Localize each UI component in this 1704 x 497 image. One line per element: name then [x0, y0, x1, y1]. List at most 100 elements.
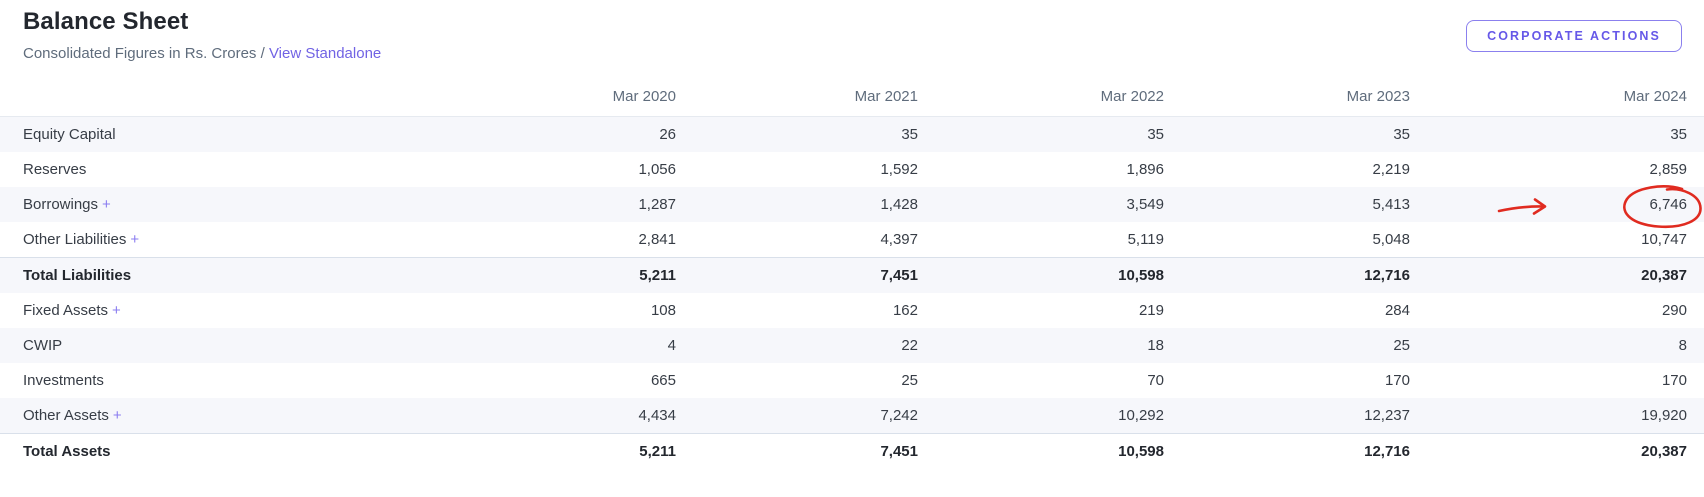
table-row: Reserves 1,056 1,592 1,896 2,219 2,859 — [0, 152, 1704, 187]
value-cell: 10,292 — [1118, 407, 1164, 424]
value-cell: 35 — [1393, 126, 1410, 143]
value-cell: 4 — [667, 337, 676, 354]
value-cell: 8 — [1678, 337, 1687, 354]
table-header: Mar 2020 Mar 2021 Mar 2022 Mar 2023 Mar … — [0, 78, 1704, 117]
value-cell: 10,747 — [1641, 231, 1687, 248]
value-cell: 4,434 — [638, 407, 676, 424]
value-cell: 5,413 — [1372, 196, 1410, 213]
row-label-cell: Other Assets + — [0, 398, 448, 434]
value-cell: 162 — [892, 302, 918, 319]
column-header: Mar 2020 — [448, 78, 693, 117]
value-cell: 170 — [1384, 372, 1410, 389]
value-cell: 290 — [1661, 302, 1687, 319]
value-cell: 1,428 — [880, 196, 918, 213]
value-cell: 2,219 — [1372, 161, 1410, 178]
value-cell: 170 — [1661, 372, 1687, 389]
expand-row-button[interactable]: + — [130, 231, 140, 248]
column-header: Mar 2022 — [935, 78, 1181, 117]
value-cell: 35 — [901, 126, 918, 143]
table-row: Other Liabilities +2,841 4,397 5,119 5,048 10… — [0, 222, 1704, 258]
value-cell: 5,048 — [1372, 231, 1410, 248]
value-cell: 12,237 — [1364, 407, 1410, 424]
value-cell: 5,211 — [448, 433, 693, 469]
value-cell: 5,119 — [1127, 231, 1164, 248]
value-cell: 2,859 — [1649, 161, 1687, 178]
value-cell: 18 — [1147, 337, 1164, 354]
value-cell: 25 — [901, 372, 918, 389]
row-label: Total Liabilities — [23, 267, 132, 284]
row-label-cell: Borrowings + — [0, 187, 448, 222]
table-body: Equity Capital 26 35 35 35 35 Reserves 1,056 1,5… — [0, 116, 1704, 469]
expand-row-button[interactable]: + — [112, 407, 122, 424]
page-title: Balance Sheet — [23, 8, 189, 35]
row-label: Total Assets — [23, 443, 111, 460]
row-label: Other Assets — [23, 407, 109, 424]
row-label: CWIP — [23, 337, 63, 354]
corporate-actions-button[interactable]: CORPORATE ACTIONS — [1466, 20, 1682, 52]
row-label-cell: Reserves — [0, 152, 448, 187]
value-cell: 108 — [650, 302, 676, 319]
page-subtitle: Consolidated Figures in Rs. Crores / Vie… — [23, 44, 1681, 64]
row-label-cell: Total Assets — [0, 433, 448, 469]
value-cell: 2,841 — [638, 231, 676, 248]
table-row: Fixed Assets +108 162 219 284 290 — [0, 293, 1704, 328]
expand-row-button[interactable]: + — [102, 196, 111, 213]
value-cell: 25 — [1393, 337, 1410, 354]
column-header: Mar 2021 — [693, 78, 935, 117]
value-cell: 20,387 — [1427, 433, 1704, 469]
value-cell: 12,716 — [1181, 433, 1427, 469]
empty-header-cell — [0, 78, 448, 117]
value-cell: 7,242 — [880, 407, 918, 424]
value-cell: 35 — [1670, 126, 1687, 143]
balance-sheet-table: Mar 2020 Mar 2021 Mar 2022 Mar 2023 Mar … — [0, 78, 1704, 469]
row-label: Reserves — [23, 161, 87, 178]
table-header-row: Mar 2020 Mar 2021 Mar 2022 Mar 2023 Mar … — [0, 78, 1704, 117]
value-cell: 12,716 — [1181, 257, 1427, 293]
row-label-cell: Fixed Assets + — [0, 293, 448, 328]
expand-row-button[interactable]: + — [112, 302, 121, 319]
row-label: Other Liabilities — [23, 231, 127, 248]
value-cell: 6,746 — [1649, 196, 1687, 213]
row-label: Investments — [23, 372, 104, 389]
table-row: Total Liabilities 5,211 7,451 10,598 12,716 2… — [0, 257, 1704, 293]
value-cell: 1,896 — [1126, 161, 1164, 178]
value-cell: 7,451 — [693, 433, 935, 469]
value-cell: 1,056 — [638, 161, 676, 178]
value-cell: 1,592 — [880, 161, 918, 178]
table-row: Investments 665 25 70 170 170 — [0, 363, 1704, 398]
value-cell: 284 — [1384, 302, 1410, 319]
value-cell: 665 — [650, 372, 676, 389]
page-header: Balance Sheet Consolidated Figures in Rs… — [0, 0, 1704, 64]
table-row: Total Assets 5,211 7,451 10,598 12,716 20,387 — [0, 433, 1704, 469]
value-cell: 20,387 — [1427, 257, 1704, 293]
value-cell: 35 — [1147, 126, 1164, 143]
value-cell: 10,598 — [935, 257, 1181, 293]
row-label-cell: Investments — [0, 363, 448, 398]
row-label-cell: Equity Capital — [0, 117, 448, 153]
value-cell: 26 — [659, 126, 676, 143]
column-header: Mar 2024 — [1427, 78, 1704, 117]
value-cell: 7,451 — [693, 257, 935, 293]
row-label: Fixed Assets — [23, 302, 109, 319]
subtitle-text: Consolidated Figures in Rs. Crores / — [23, 45, 265, 62]
value-cell: 70 — [1147, 372, 1164, 389]
value-cell: 4,397 — [880, 231, 918, 248]
table-row: CWIP 4 22 18 25 8 — [0, 328, 1704, 363]
column-header: Mar 2023 — [1181, 78, 1427, 117]
value-cell: 19,920 — [1641, 407, 1687, 424]
row-label-cell: Other Liabilities + — [0, 222, 448, 258]
value-cell: 5,211 — [448, 257, 693, 293]
value-cell: 3,549 — [1126, 196, 1164, 213]
table-row: Other Assets +4,434 7,242 10,292 12,237 19,92… — [0, 398, 1704, 434]
table-row: Equity Capital 26 35 35 35 35 — [0, 116, 1704, 153]
row-label: Borrowings — [23, 196, 99, 213]
value-cell: 1,287 — [638, 196, 676, 213]
row-label: Equity Capital — [23, 126, 116, 143]
value-cell: 10,598 — [935, 433, 1181, 469]
row-label-cell: CWIP — [0, 328, 448, 363]
row-label-cell: Total Liabilities — [0, 257, 448, 293]
view-standalone-link[interactable]: View Standalone — [268, 45, 382, 62]
value-cell: 22 — [901, 337, 918, 354]
table-row: Borrowings +1,287 1,428 3,549 5,413 6,746 — [0, 187, 1704, 222]
